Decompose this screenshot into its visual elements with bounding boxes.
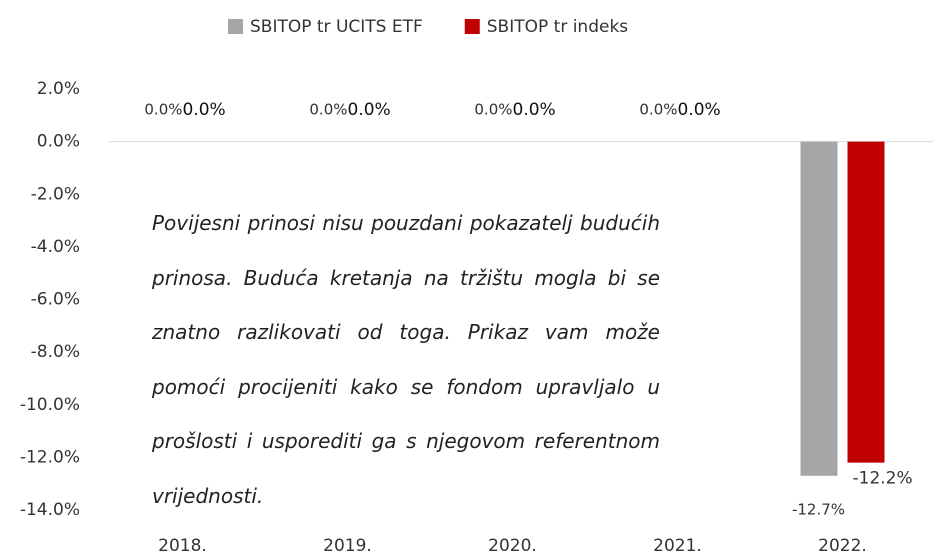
y-tick-label: -8.0% xyxy=(31,342,80,362)
data-label: -12.7% xyxy=(792,500,845,518)
bar xyxy=(847,141,885,463)
x-tick-label: 2018. xyxy=(158,536,207,556)
y-tick-label: -2.0% xyxy=(31,184,80,204)
bar xyxy=(800,141,838,476)
legend-label: SBITOP tr UCITS ETF xyxy=(250,17,423,37)
data-label: -12.2% xyxy=(853,469,913,489)
x-tick-label: 2021. xyxy=(653,536,702,556)
data-label: 0.0% xyxy=(678,100,721,120)
x-tick-label: 2022. xyxy=(818,536,867,556)
annotation: Povijesni prinosi nisu pouzdani pokazate… xyxy=(152,211,660,508)
legend-swatch xyxy=(464,19,480,34)
data-label: 0.0% xyxy=(639,101,677,119)
data-label: 0.0% xyxy=(474,101,512,119)
y-tick-label: -12.0% xyxy=(20,447,80,467)
data-label: 0.0% xyxy=(144,101,182,119)
y-tick-label: -6.0% xyxy=(31,290,80,310)
data-label: 0.0% xyxy=(513,100,556,120)
data-label: 0.0% xyxy=(309,101,347,119)
y-tick-label: -10.0% xyxy=(20,395,80,415)
y-tick-label: -4.0% xyxy=(31,237,80,257)
y-tick-label: -14.0% xyxy=(20,500,80,520)
x-tick-label: 2020. xyxy=(488,536,537,556)
data-label: 0.0% xyxy=(183,100,226,120)
y-tick-label: 2.0% xyxy=(37,79,80,99)
data-label: 0.0% xyxy=(348,100,391,120)
x-tick-label: 2019. xyxy=(323,536,372,556)
y-tick-label: 0.0% xyxy=(37,132,80,152)
legend-swatch xyxy=(228,19,243,34)
legend-label: SBITOP tr indeks xyxy=(487,17,629,37)
